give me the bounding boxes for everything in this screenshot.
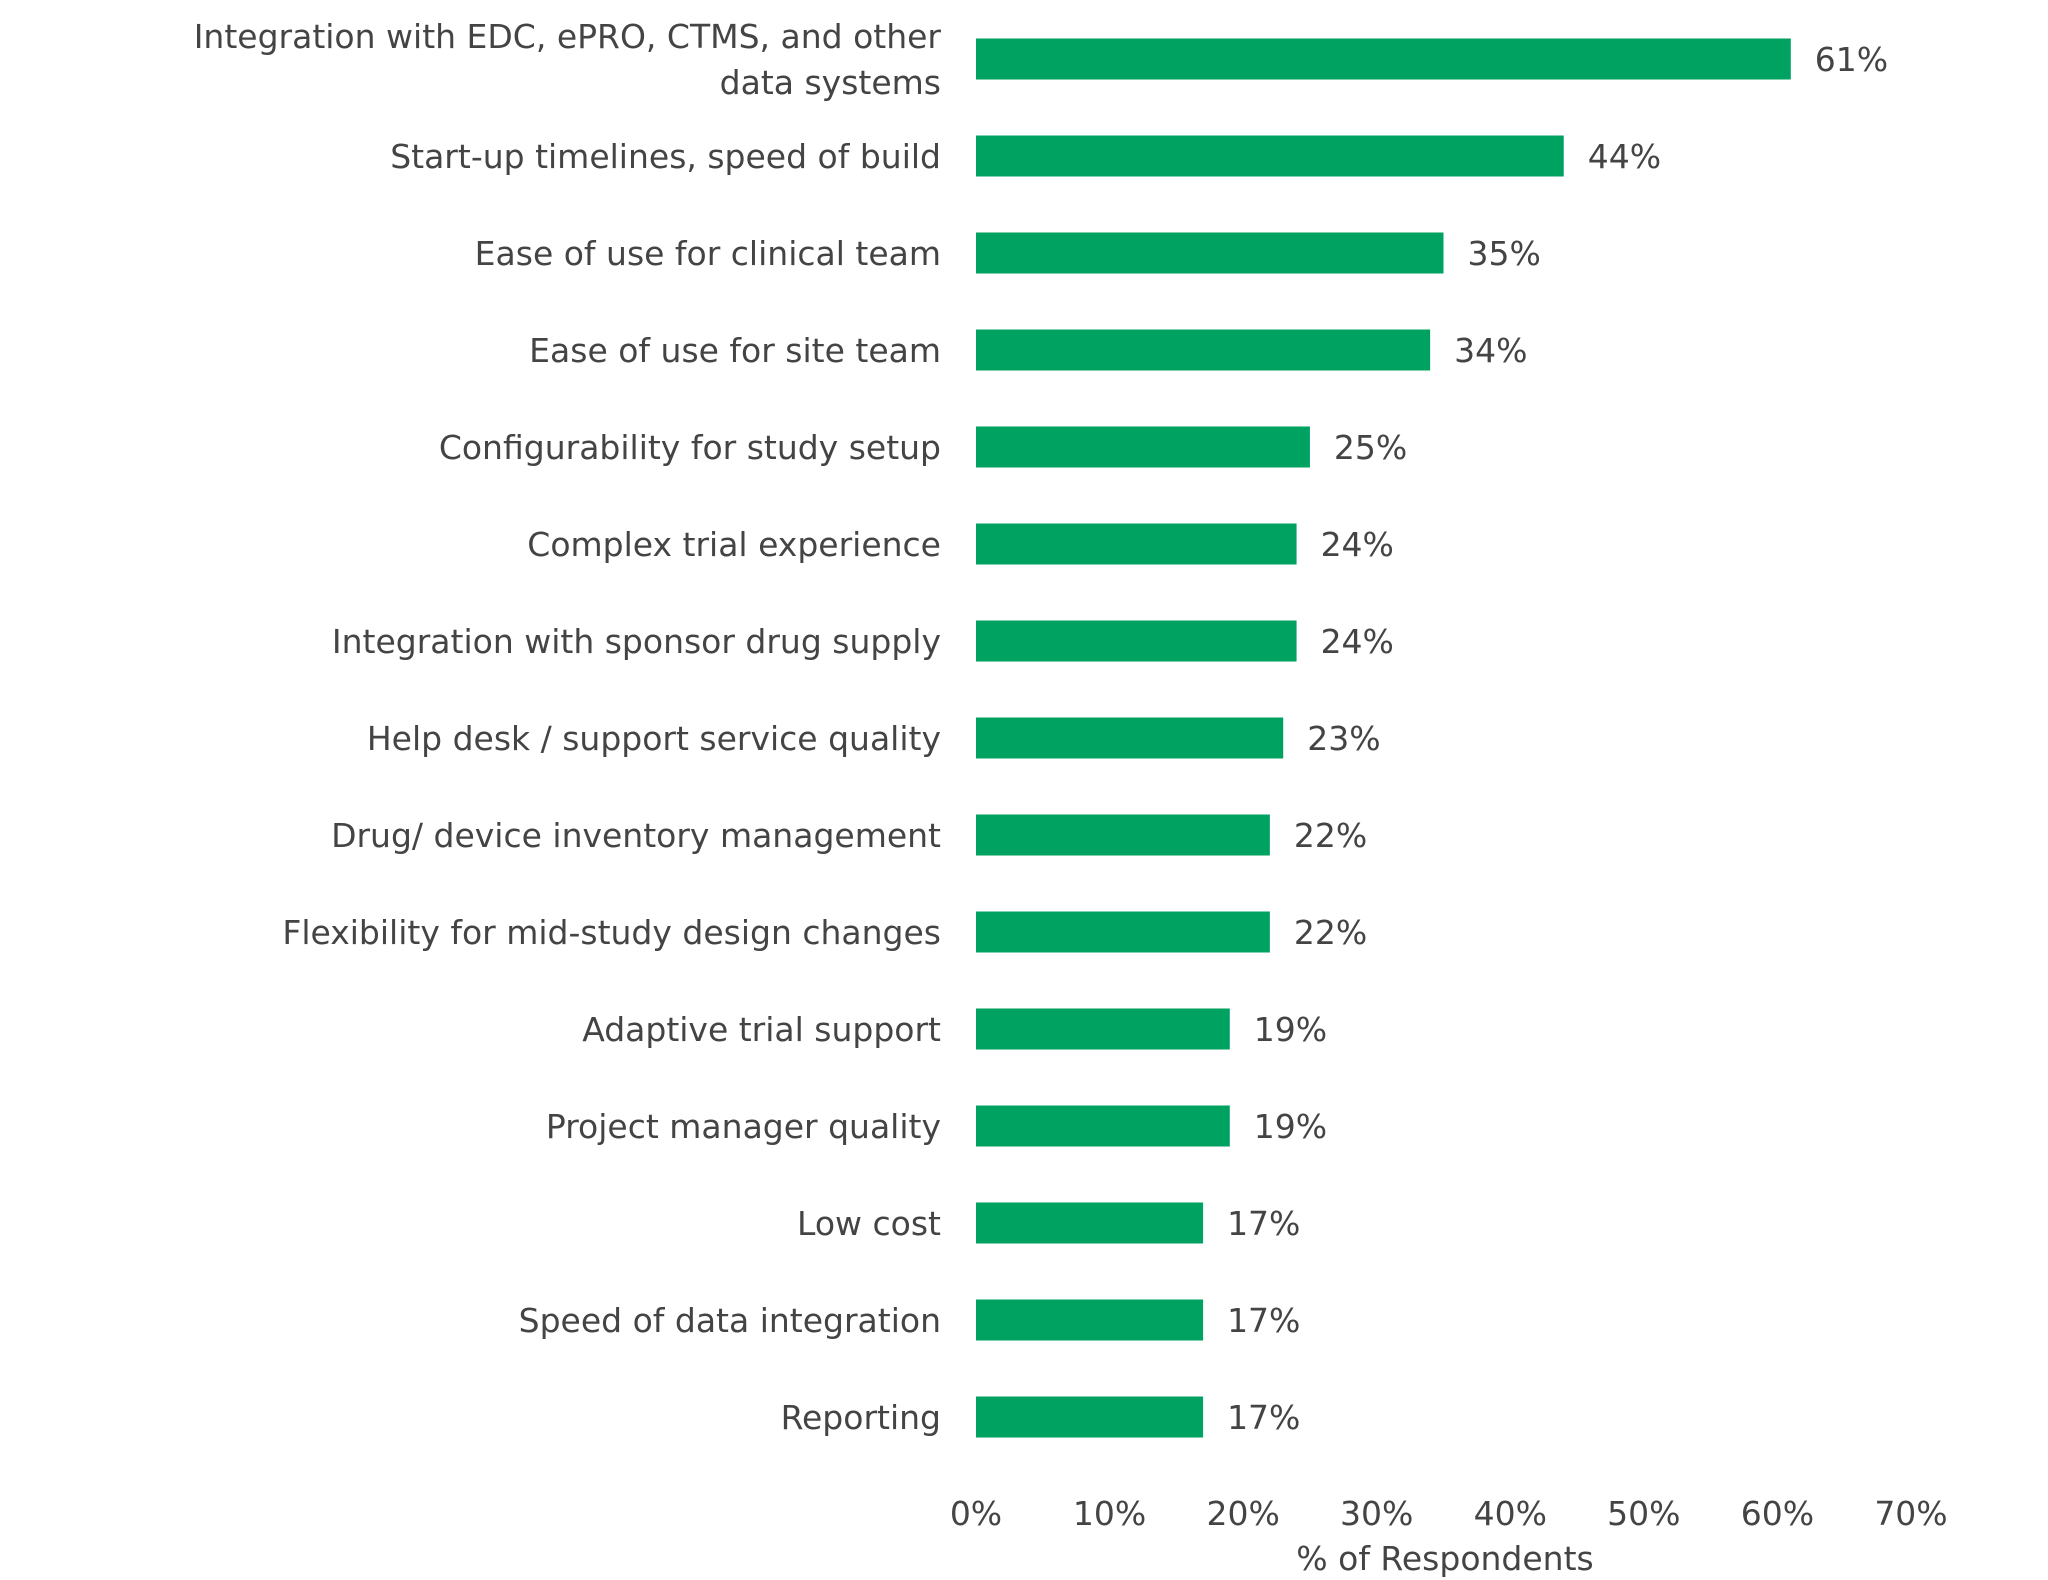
x-tick-label: 10% [1073, 1494, 1146, 1533]
x-tick-label: 0% [950, 1494, 1002, 1533]
bar [976, 135, 1564, 177]
data-label: 34% [1454, 331, 1527, 370]
data-label: 25% [1334, 428, 1407, 467]
bar [976, 1299, 1204, 1341]
x-axis-label: % of Respondents [1296, 1539, 1593, 1578]
category-label: Low cost [797, 1204, 941, 1243]
bar [976, 911, 1270, 953]
x-tick-label: 70% [1874, 1494, 1947, 1533]
category-label: Speed of data integration [519, 1301, 941, 1340]
category-label: Ease of use for clinical team [475, 234, 941, 273]
bar [976, 1202, 1204, 1244]
bar [976, 717, 1284, 759]
x-tick-label: 40% [1474, 1494, 1547, 1533]
data-label: 17% [1227, 1204, 1300, 1243]
data-label: 19% [1254, 1010, 1327, 1049]
bar [976, 620, 1297, 662]
data-label: 19% [1254, 1107, 1327, 1146]
category-label: Help desk / support service quality [367, 719, 941, 758]
bars-group: 61% Integration with EDC, ePRO, CTMS, and… [194, 17, 1888, 1438]
x-axis-ticks: 0% 10% 20% 30% 40% 50% 60% 70% [950, 1494, 1948, 1533]
bar [976, 426, 1310, 468]
x-tick-label: 30% [1340, 1494, 1413, 1533]
category-label: Drug/ device inventory management [331, 816, 941, 855]
bar [976, 329, 1431, 371]
x-tick-label: 60% [1741, 1494, 1814, 1533]
category-label: Complex trial experience [527, 525, 941, 564]
category-label: Integration with EDC, ePRO, CTMS, and ot… [194, 17, 942, 56]
bar [976, 1105, 1230, 1147]
bar [976, 523, 1297, 565]
bar [976, 232, 1444, 274]
bar [976, 1396, 1204, 1438]
data-label: 35% [1468, 234, 1541, 273]
data-label: 22% [1294, 816, 1367, 855]
data-label: 17% [1227, 1398, 1300, 1437]
data-label: 17% [1227, 1301, 1300, 1340]
data-label: 23% [1307, 719, 1380, 758]
data-label: 24% [1321, 525, 1394, 564]
bar [976, 1008, 1230, 1050]
category-label: data systems [720, 63, 941, 102]
category-label: Flexibility for mid-study design changes [282, 913, 941, 952]
data-label: 44% [1588, 137, 1661, 176]
data-label: 61% [1815, 40, 1888, 79]
category-label: Adaptive trial support [582, 1010, 941, 1049]
category-label: Reporting [781, 1398, 941, 1437]
category-label: Start-up timelines, speed of build [390, 137, 941, 176]
category-label: Configurability for study setup [439, 428, 941, 467]
bar [976, 814, 1270, 856]
category-label: Integration with sponsor drug supply [332, 622, 941, 661]
x-tick-label: 20% [1206, 1494, 1279, 1533]
data-label: 24% [1321, 622, 1394, 661]
category-label: Project manager quality [546, 1107, 941, 1146]
category-label: Ease of use for site team [529, 331, 941, 370]
data-label: 22% [1294, 913, 1367, 952]
x-tick-label: 50% [1607, 1494, 1680, 1533]
bar [976, 38, 1791, 80]
